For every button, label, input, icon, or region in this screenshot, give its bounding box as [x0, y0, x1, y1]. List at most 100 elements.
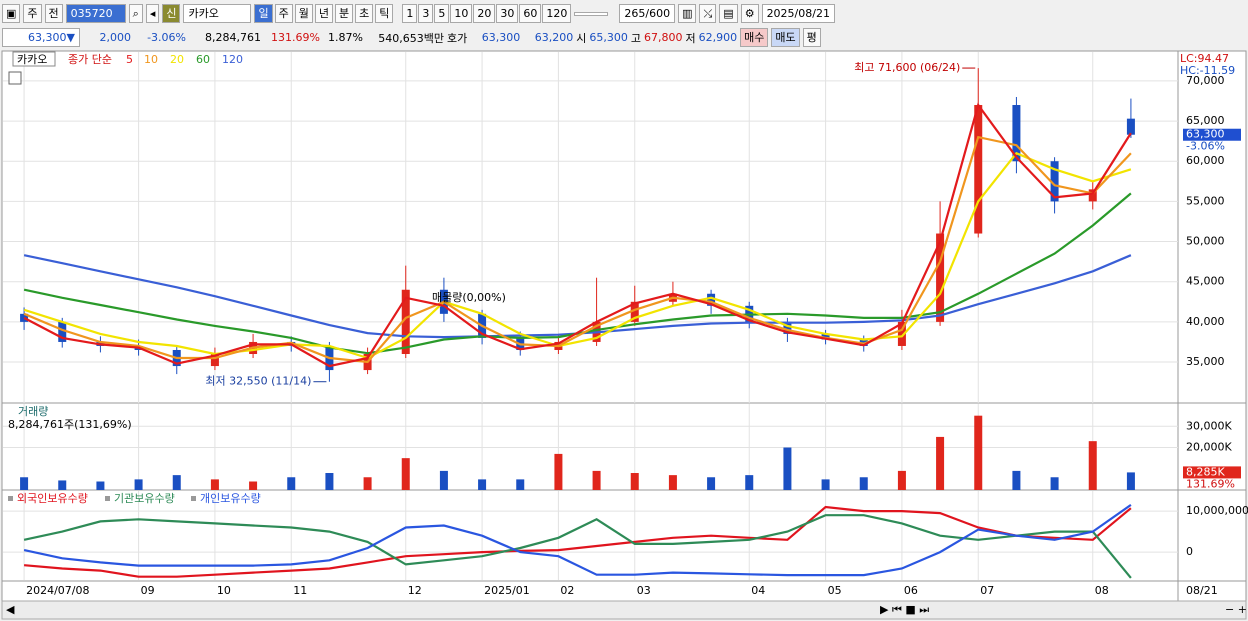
volume-bar	[210, 479, 219, 490]
volume-bar	[1012, 470, 1021, 490]
x-tick-label: 2024/07/08	[26, 584, 89, 597]
volume-bar	[1126, 472, 1135, 490]
interval-button[interactable]: 1	[402, 4, 418, 23]
avg-button[interactable]: 평	[802, 28, 821, 47]
bid: 63,200	[534, 31, 574, 44]
volume-bar	[630, 473, 639, 490]
interval-button[interactable]: 20	[473, 4, 496, 23]
price-tag	[1183, 128, 1241, 141]
candle-body	[1050, 161, 1059, 202]
tool-button[interactable]: ▥	[678, 4, 697, 23]
x-tick-label: 02	[560, 584, 574, 597]
new-badge[interactable]: 신	[162, 4, 181, 23]
volume-bar	[363, 477, 372, 490]
open-label: 시	[576, 31, 587, 45]
candle-body	[897, 321, 906, 346]
candle-body	[210, 354, 219, 367]
x-tick-label: 03	[637, 584, 651, 597]
interval-button[interactable]: 10	[450, 4, 473, 23]
buy-button[interactable]: 매수	[740, 28, 769, 47]
volume-bar	[478, 479, 487, 490]
scrollbar[interactable]	[1, 600, 1247, 620]
date-input[interactable]: 2025/08/21	[761, 4, 835, 23]
volume-bar	[172, 475, 181, 490]
y-tick-label: 60,000	[1186, 154, 1225, 167]
candle-body	[936, 233, 945, 322]
volume-bar	[20, 477, 29, 490]
period-button[interactable]: 틱	[375, 4, 394, 23]
interval-button[interactable]: 30	[496, 4, 519, 23]
volume-bar	[96, 481, 105, 490]
y-tick-label: 50,000	[1186, 235, 1225, 248]
low-annotation: 최저 32,550 (11/14)	[205, 375, 311, 388]
amount: 540,653백만	[378, 31, 444, 45]
interval-button[interactable]: 60	[519, 4, 542, 23]
scroll-controls[interactable]: ▶ ⏮ ■ ⏭	[880, 603, 929, 616]
legend-title: 카카오	[17, 53, 47, 66]
legend-entry: 기관보유수량	[114, 492, 175, 505]
candle-body	[58, 321, 67, 342]
panel-subtitle: 8,284,761주(131,69%)	[8, 418, 132, 431]
zoom-controls[interactable]: − + A	[1225, 603, 1248, 616]
quote-bar: 63,300▼ 2,000 -3.06% 8,284,761 131.69% 1…	[2, 27, 1246, 48]
holding-line	[24, 505, 1132, 578]
volume: 8,284,761	[205, 31, 261, 44]
interval-button[interactable]: 3	[418, 4, 434, 23]
hc-label: HC:-11.59	[1180, 64, 1235, 77]
volume-ratio: 131.69%	[271, 31, 320, 44]
volume-bar	[134, 479, 143, 490]
turnover: 1.87%	[328, 31, 363, 44]
volume-bar	[592, 470, 601, 490]
legend-entry: 5	[126, 53, 133, 66]
search-button[interactable]: ⌕	[128, 4, 143, 23]
volume-bar	[325, 473, 334, 490]
volume-bar	[821, 479, 830, 490]
period-button[interactable]: 분	[334, 4, 354, 23]
stock-name[interactable]: 카카오	[183, 4, 252, 23]
y-tick-label: 65,000	[1186, 114, 1225, 127]
period-button[interactable]: 주	[274, 4, 293, 23]
candle-body	[401, 289, 410, 355]
ratio-tag-label: 131.69%	[1186, 477, 1235, 490]
volume-bar	[439, 470, 448, 490]
volume-tag-label: 8,285K	[1186, 465, 1225, 478]
max-count: /600	[645, 7, 671, 20]
low: 62,900	[698, 31, 738, 44]
interval-button[interactable]: 5	[434, 4, 450, 23]
period-button[interactable]: 초	[355, 4, 374, 23]
volume-tag	[1183, 466, 1241, 479]
candle-body	[1012, 105, 1021, 162]
chart-type[interactable]: 주	[23, 4, 42, 23]
tool-button[interactable]: ⤯	[699, 4, 717, 23]
prev-button[interactable]: 전	[44, 4, 63, 23]
period-button[interactable]: 년	[314, 4, 333, 23]
price: 63,300▼	[2, 28, 80, 47]
candle-body	[974, 105, 983, 234]
icon-button[interactable]: ▣	[2, 4, 21, 23]
moving-average-line	[23, 151, 1132, 360]
settings-button[interactable]: ⚙	[740, 4, 759, 23]
change-pct: -3.06%	[147, 31, 186, 44]
ask: 63,300	[481, 31, 521, 44]
sound-button[interactable]: ◂	[145, 4, 160, 23]
candle-body	[783, 321, 792, 334]
x-tick-label: 07	[980, 584, 994, 597]
scroll-left[interactable]: ◀	[6, 603, 15, 616]
volume-bar	[745, 475, 754, 490]
period-button[interactable]: 월	[294, 4, 313, 23]
volume-bar	[1050, 477, 1059, 490]
interval-button[interactable]: 120	[542, 4, 572, 23]
high: 67,800	[644, 31, 683, 44]
volume-bar	[58, 480, 67, 490]
period-button[interactable]: 일	[254, 4, 273, 23]
blank-input[interactable]	[574, 11, 609, 16]
x-tick-label: 2025/01	[484, 584, 530, 597]
y-tick-label: 30,000K	[1186, 419, 1232, 432]
volume-bar	[783, 447, 792, 490]
x-tick-label: 05	[828, 584, 842, 597]
code-input[interactable]: 035720	[65, 4, 126, 23]
save-button[interactable]: ▤	[719, 4, 738, 23]
sell-button[interactable]: 매도	[771, 28, 800, 47]
